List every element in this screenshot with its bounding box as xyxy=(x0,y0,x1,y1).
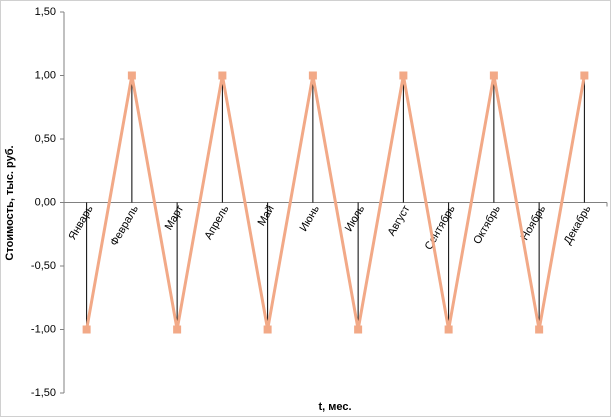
x-axis-label: t, мес. xyxy=(318,401,351,413)
y-tick-label: -1,00 xyxy=(31,323,56,335)
y-tick-label: 1,00 xyxy=(35,69,56,81)
marker xyxy=(489,71,498,80)
marker xyxy=(399,71,408,80)
marker xyxy=(127,71,136,80)
y-tick-label: 0,00 xyxy=(35,196,56,208)
marker xyxy=(308,71,317,80)
line xyxy=(85,74,586,331)
marker xyxy=(263,325,272,334)
marker xyxy=(580,71,589,80)
y-tick-label: 1,50 xyxy=(35,6,56,18)
y-axis-label: Стоимость, тыс. руб. xyxy=(4,145,16,260)
marker xyxy=(173,325,182,334)
marker xyxy=(82,325,91,334)
y-tick-label: -1,50 xyxy=(31,387,56,399)
marker xyxy=(444,325,453,334)
y-tick-label: 0,50 xyxy=(35,133,56,145)
marker xyxy=(354,325,363,334)
marker xyxy=(535,325,544,334)
y-tick-label: -0,50 xyxy=(31,260,56,272)
marker xyxy=(218,71,227,80)
